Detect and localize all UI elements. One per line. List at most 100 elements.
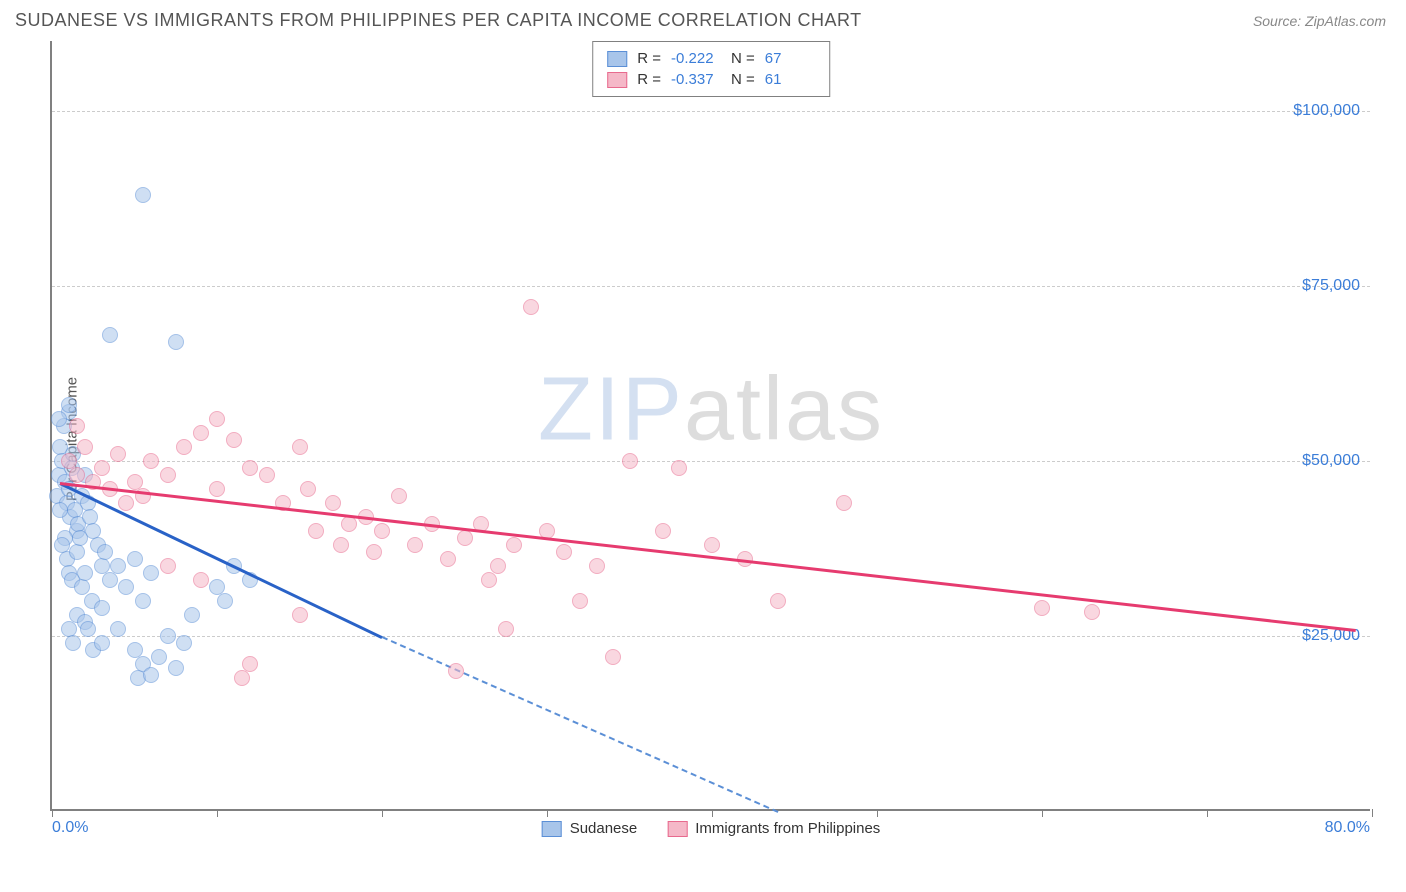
data-point — [242, 460, 258, 476]
watermark-atlas: atlas — [684, 359, 884, 459]
x-tick — [382, 809, 383, 817]
legend-item-0: Sudanese — [542, 820, 638, 837]
data-point — [391, 488, 407, 504]
data-point — [655, 523, 671, 539]
swatch-series-1 — [607, 72, 627, 88]
data-point — [193, 425, 209, 441]
data-point — [671, 460, 687, 476]
data-point — [292, 439, 308, 455]
legend-swatch-1 — [667, 821, 687, 837]
data-point — [176, 439, 192, 455]
data-point — [97, 544, 113, 560]
x-tick — [547, 809, 548, 817]
data-point — [498, 621, 514, 637]
correlation-row-0: R = -0.222 N = 67 — [607, 48, 815, 69]
data-point — [94, 635, 110, 651]
data-point — [143, 667, 159, 683]
r-label: R = — [637, 50, 661, 67]
n-value-1: 61 — [765, 71, 815, 88]
data-point — [457, 530, 473, 546]
n-label: N = — [731, 71, 755, 88]
y-tick-label: $50,000 — [1302, 452, 1360, 470]
grid-line — [52, 111, 1370, 112]
grid-line — [52, 636, 1370, 637]
legend-label-0: Sudanese — [570, 820, 638, 837]
x-axis-min-label: 0.0% — [52, 819, 88, 837]
correlation-row-1: R = -0.337 N = 61 — [607, 69, 815, 90]
data-point — [65, 635, 81, 651]
data-point — [506, 537, 522, 553]
data-point — [118, 579, 134, 595]
data-point — [94, 460, 110, 476]
watermark-zip: ZIP — [538, 359, 684, 459]
data-point — [77, 565, 93, 581]
data-point — [110, 446, 126, 462]
legend-label-1: Immigrants from Philippines — [695, 820, 880, 837]
data-point — [102, 572, 118, 588]
data-point — [127, 551, 143, 567]
plot-area: ZIPatlas R = -0.222 N = 67 R = -0.337 N … — [50, 41, 1370, 811]
data-point — [160, 558, 176, 574]
legend-item-1: Immigrants from Philippines — [667, 820, 880, 837]
data-point — [1084, 604, 1100, 620]
data-point — [292, 607, 308, 623]
data-point — [1034, 600, 1050, 616]
data-point — [226, 432, 242, 448]
data-point — [51, 411, 67, 427]
data-point — [490, 558, 506, 574]
x-tick — [877, 809, 878, 817]
data-point — [481, 572, 497, 588]
chart-header: SUDANESE VS IMMIGRANTS FROM PHILIPPINES … — [0, 0, 1406, 36]
data-point — [143, 565, 159, 581]
x-tick — [1372, 809, 1373, 817]
data-point — [622, 453, 638, 469]
n-label: N = — [731, 50, 755, 67]
data-point — [94, 600, 110, 616]
data-point — [589, 558, 605, 574]
data-point — [77, 439, 93, 455]
data-point — [448, 663, 464, 679]
data-point — [308, 523, 324, 539]
data-point — [69, 544, 85, 560]
data-point — [234, 670, 250, 686]
data-point — [110, 621, 126, 637]
y-tick-label: $75,000 — [1302, 277, 1360, 295]
r-value-1: -0.337 — [671, 71, 721, 88]
trend-line-dashed — [382, 636, 779, 813]
data-point — [556, 544, 572, 560]
data-point — [704, 537, 720, 553]
data-point — [209, 411, 225, 427]
data-point — [572, 593, 588, 609]
data-point — [325, 495, 341, 511]
chart-title: SUDANESE VS IMMIGRANTS FROM PHILIPPINES … — [15, 10, 862, 31]
data-point — [160, 628, 176, 644]
x-tick — [1042, 809, 1043, 817]
data-point — [168, 660, 184, 676]
data-point — [102, 327, 118, 343]
data-point — [407, 537, 423, 553]
data-point — [110, 558, 126, 574]
r-label: R = — [637, 71, 661, 88]
correlation-box: R = -0.222 N = 67 R = -0.337 N = 61 — [592, 41, 830, 97]
data-point — [135, 187, 151, 203]
data-point — [143, 453, 159, 469]
data-point — [259, 467, 275, 483]
legend-swatch-0 — [542, 821, 562, 837]
data-point — [135, 593, 151, 609]
data-point — [184, 607, 200, 623]
trend-line — [60, 482, 1356, 632]
data-point — [374, 523, 390, 539]
data-point — [74, 579, 90, 595]
data-point — [168, 334, 184, 350]
data-point — [118, 495, 134, 511]
data-point — [52, 502, 68, 518]
n-value-0: 67 — [765, 50, 815, 67]
data-point — [69, 467, 85, 483]
data-point — [440, 551, 456, 567]
data-point — [523, 299, 539, 315]
grid-line — [52, 286, 1370, 287]
data-point — [209, 481, 225, 497]
data-point — [151, 649, 167, 665]
watermark: ZIPatlas — [538, 358, 884, 461]
data-point — [69, 418, 85, 434]
